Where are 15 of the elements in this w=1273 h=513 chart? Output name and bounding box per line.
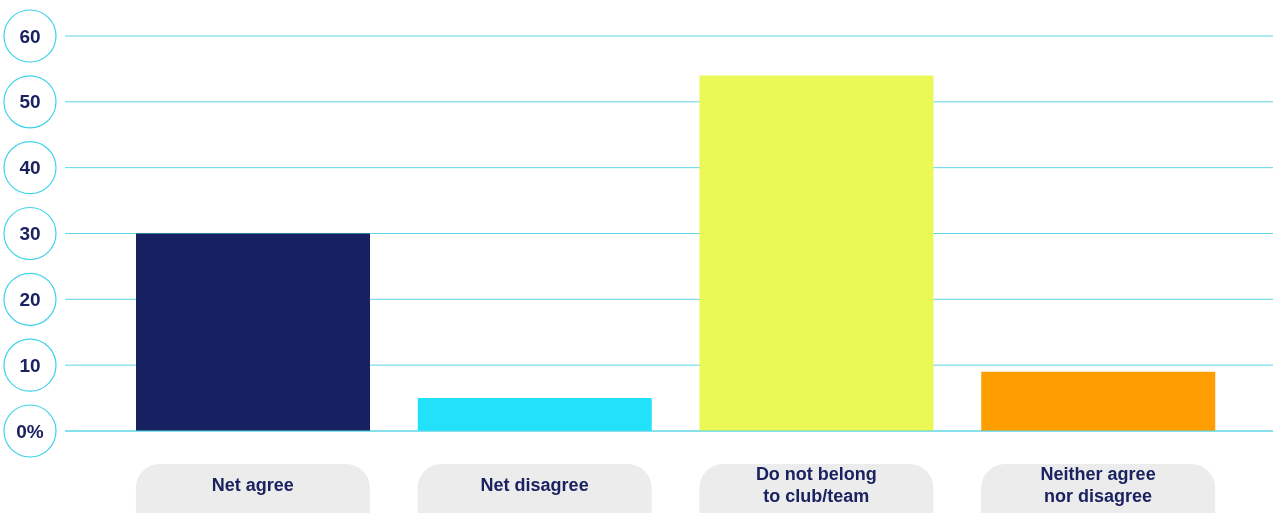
x-tick-label: Do not belong to club/team [755, 464, 877, 506]
y-tick-label: 10 [19, 354, 41, 376]
y-tick-label: 50 [19, 91, 41, 113]
x-tick-label: Net agree [211, 475, 294, 495]
bar [136, 233, 370, 431]
y-tick-label: 40 [19, 157, 41, 179]
y-tick-label: 60 [19, 25, 41, 47]
bar [417, 398, 652, 431]
y-tick-label: 20 [19, 288, 41, 310]
bar [981, 371, 1216, 431]
bar [699, 75, 934, 431]
x-tick-label: Net disagree [480, 475, 589, 495]
y-tick-label: 0% [16, 420, 44, 442]
x-tick-label: Neither agree nor disagree [1040, 464, 1156, 506]
y-tick-label: 30 [19, 223, 41, 244]
